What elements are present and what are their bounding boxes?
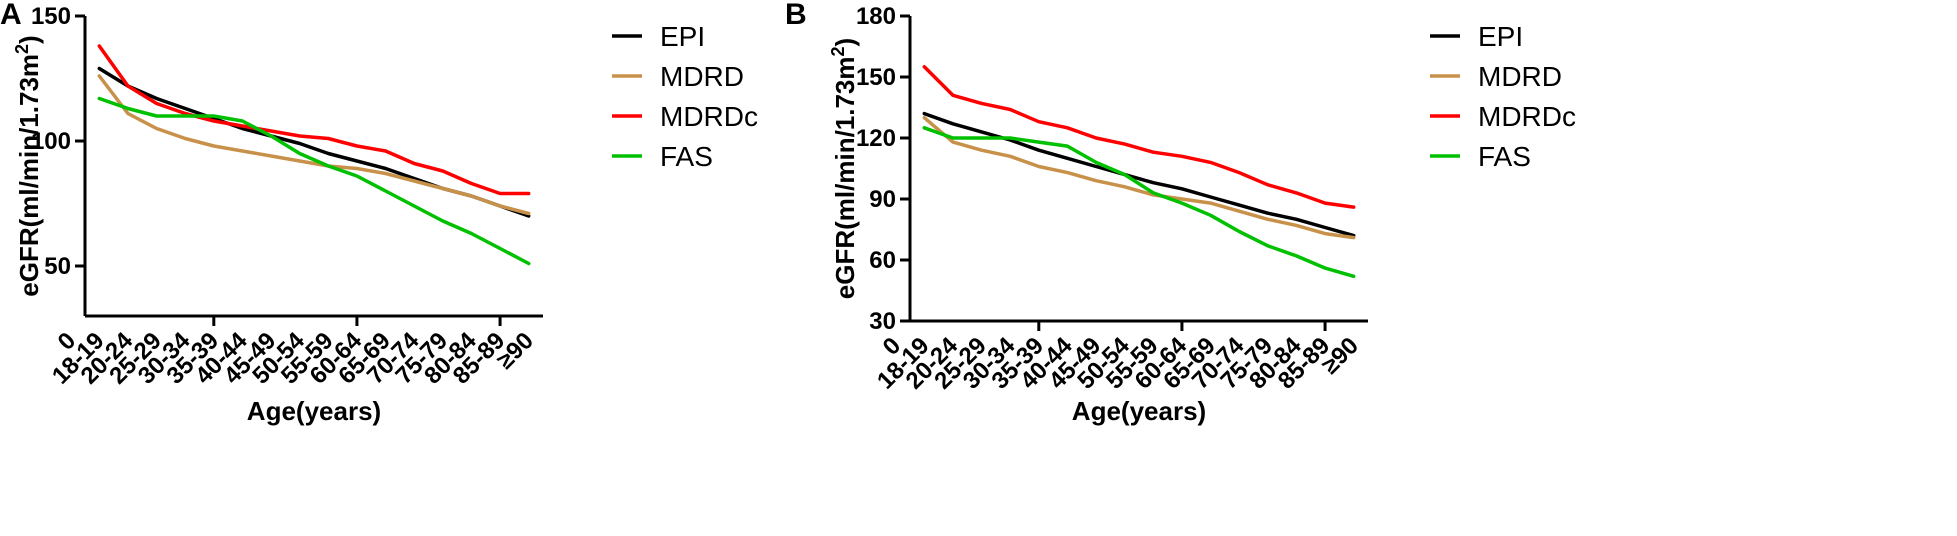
x-tick-label: ≥90 [492, 327, 539, 374]
y-tick-label: 150 [31, 3, 71, 30]
legend-label-mdrdc: MDRDc [1478, 101, 1576, 132]
y-axis-title: eGFR(ml/min/1.73m2) [12, 35, 44, 296]
y-tick-label: 90 [869, 186, 896, 213]
panel-letter: A [0, 0, 22, 31]
legend-label-mdrd: MDRD [1478, 61, 1562, 92]
y-axis-title-main: eGFR(ml/min/1.73m [14, 54, 44, 297]
y-tick-label: 150 [856, 64, 896, 91]
legend-label-epi: EPI [1478, 21, 1523, 52]
series-line-mdrdc [97, 44, 531, 196]
y-tick-label: 30 [869, 308, 896, 335]
legend-label-mdrdc: MDRDc [660, 101, 758, 132]
y-axis-title-superscript: 2 [828, 46, 848, 56]
y-axis-title-close: ) [830, 38, 860, 47]
y-tick-label: 120 [856, 125, 896, 152]
legend-label-mdrd: MDRD [660, 61, 744, 92]
series-line-epi [922, 111, 1356, 238]
series-line-mdrd [97, 74, 531, 216]
y-axis-title-close: ) [14, 35, 44, 44]
series-line-fas [922, 126, 1356, 279]
panel-letter: B [785, 0, 807, 31]
y-axis-title-superscript: 2 [12, 44, 32, 54]
y-axis-title-main: eGFR(ml/min/1.73m [830, 56, 860, 299]
legend-label-fas: FAS [1478, 141, 1531, 172]
series-line-mdrdc [922, 65, 1356, 209]
series-line-mdrd [922, 115, 1356, 240]
y-tick-label: 50 [44, 253, 71, 280]
panel-a: A50100150018-1920-2425-2930-3435-3940-44… [0, 0, 758, 426]
y-axis-title: eGFR(ml/min/1.73m2) [828, 38, 860, 299]
legend-label-epi: EPI [660, 21, 705, 52]
y-tick-label: 180 [856, 3, 896, 30]
x-tick-label: ≥90 [1317, 332, 1364, 379]
x-axis-title: Age(years) [247, 396, 381, 426]
panel-b: B306090120150180018-1920-2425-2930-3435-… [785, 0, 1576, 426]
series-line-fas [97, 96, 531, 266]
legend-label-fas: FAS [660, 141, 713, 172]
y-tick-label: 100 [31, 128, 71, 155]
y-tick-label: 60 [869, 247, 896, 274]
x-axis-title: Age(years) [1072, 396, 1206, 426]
